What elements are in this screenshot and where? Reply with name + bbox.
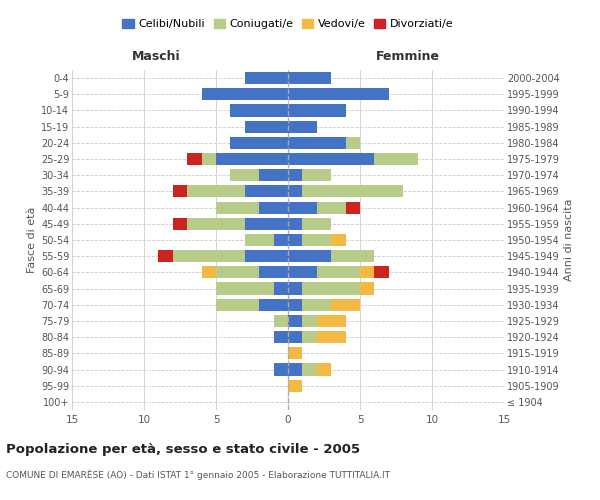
Text: Maschi: Maschi: [131, 50, 181, 62]
Bar: [302, 331, 317, 343]
Bar: [288, 266, 317, 278]
Bar: [288, 153, 374, 165]
Bar: [288, 88, 389, 101]
Bar: [187, 153, 202, 165]
Bar: [331, 234, 346, 246]
Bar: [245, 234, 274, 246]
Bar: [288, 250, 331, 262]
Bar: [288, 331, 302, 343]
Bar: [245, 72, 288, 84]
Bar: [202, 88, 288, 101]
Bar: [317, 315, 346, 327]
Bar: [360, 266, 374, 278]
Bar: [274, 331, 288, 343]
Bar: [346, 137, 360, 149]
Bar: [259, 169, 288, 181]
Bar: [331, 298, 360, 311]
Bar: [302, 315, 317, 327]
Bar: [288, 218, 302, 230]
Text: Femmine: Femmine: [376, 50, 440, 62]
Bar: [288, 282, 302, 294]
Bar: [259, 202, 288, 213]
Bar: [187, 186, 245, 198]
Bar: [202, 266, 216, 278]
Bar: [288, 348, 302, 360]
Bar: [230, 137, 288, 149]
Legend: Celibi/Nubili, Coniugati/e, Vedovi/e, Divorziati/e: Celibi/Nubili, Coniugati/e, Vedovi/e, Di…: [118, 14, 458, 34]
Bar: [288, 380, 302, 392]
Bar: [230, 104, 288, 117]
Bar: [302, 364, 317, 376]
Bar: [274, 234, 288, 246]
Bar: [288, 364, 302, 376]
Bar: [245, 218, 288, 230]
Y-axis label: Fasce di età: Fasce di età: [26, 207, 37, 273]
Bar: [173, 186, 187, 198]
Bar: [288, 72, 331, 84]
Bar: [259, 266, 288, 278]
Bar: [216, 266, 259, 278]
Bar: [288, 104, 346, 117]
Text: Popolazione per età, sesso e stato civile - 2005: Popolazione per età, sesso e stato civil…: [6, 442, 360, 456]
Bar: [158, 250, 173, 262]
Bar: [202, 153, 216, 165]
Bar: [288, 298, 302, 311]
Bar: [360, 282, 374, 294]
Bar: [216, 298, 259, 311]
Bar: [173, 250, 245, 262]
Text: COMUNE DI EMARÈSE (AO) - Dati ISTAT 1° gennaio 2005 - Elaborazione TUTTITALIA.IT: COMUNE DI EMARÈSE (AO) - Dati ISTAT 1° g…: [6, 469, 390, 480]
Bar: [317, 202, 346, 213]
Bar: [331, 250, 374, 262]
Bar: [274, 282, 288, 294]
Bar: [302, 186, 403, 198]
Bar: [274, 364, 288, 376]
Bar: [317, 331, 346, 343]
Bar: [245, 250, 288, 262]
Bar: [374, 266, 389, 278]
Y-axis label: Anni di nascita: Anni di nascita: [564, 198, 574, 281]
Bar: [346, 202, 360, 213]
Bar: [288, 202, 317, 213]
Bar: [302, 218, 331, 230]
Bar: [302, 169, 331, 181]
Bar: [288, 169, 302, 181]
Bar: [259, 298, 288, 311]
Bar: [302, 298, 331, 311]
Bar: [274, 315, 288, 327]
Bar: [302, 234, 331, 246]
Bar: [288, 137, 346, 149]
Bar: [245, 186, 288, 198]
Bar: [317, 266, 360, 278]
Bar: [374, 153, 418, 165]
Bar: [288, 186, 302, 198]
Bar: [216, 282, 274, 294]
Bar: [230, 169, 259, 181]
Bar: [173, 218, 187, 230]
Bar: [245, 120, 288, 132]
Bar: [288, 234, 302, 246]
Bar: [317, 364, 331, 376]
Bar: [216, 153, 288, 165]
Bar: [288, 315, 302, 327]
Bar: [302, 282, 360, 294]
Bar: [187, 218, 245, 230]
Bar: [288, 120, 317, 132]
Bar: [216, 202, 259, 213]
